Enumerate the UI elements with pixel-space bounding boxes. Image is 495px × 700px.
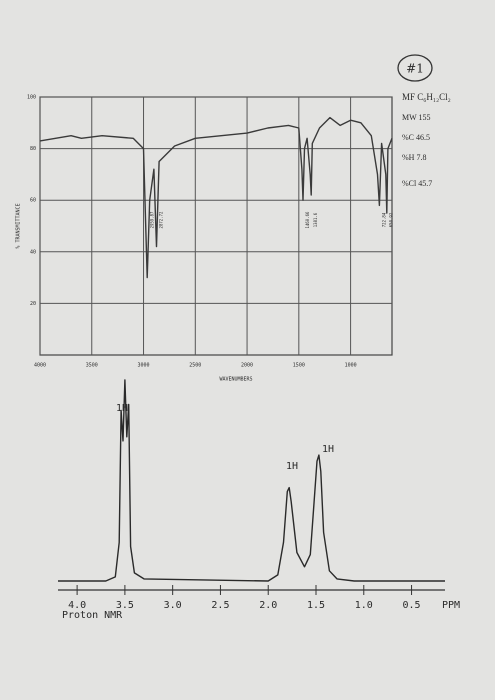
y-tick-label: 80: [30, 146, 36, 152]
pct-cl: %Cl 45.7: [402, 179, 432, 188]
x-axis-label: Proton NMR: [62, 610, 123, 621]
y-tick-label: 100: [27, 95, 36, 101]
integral-label: 1H: [116, 403, 128, 414]
x-tick-label: 2000: [241, 363, 253, 369]
x-tick-label: 1.5: [307, 600, 325, 611]
peak-label: 1460.66: [305, 211, 310, 228]
unit-label: PPM: [442, 600, 460, 611]
peak-label: 722.84: [381, 212, 386, 227]
x-tick-label: 2.5: [211, 600, 229, 611]
x-tick-label: 3.0: [164, 600, 182, 611]
peak-label: 1381.6: [313, 212, 318, 227]
x-tick-label: 1.0: [355, 600, 373, 611]
pct-h: %H 7.8: [402, 153, 426, 162]
x-tick-label: 4000: [34, 363, 46, 369]
x-tick-label: 3.5: [116, 600, 134, 611]
x-tick-label: 2500: [189, 363, 201, 369]
y-axis-label: % TRANSMITTANCE: [16, 203, 22, 248]
x-tick-label: 0.5: [403, 600, 421, 611]
peak-label: 2872.72: [159, 211, 164, 228]
y-tick-label: 40: [30, 249, 36, 255]
peak-label: 2959.87: [150, 211, 155, 228]
x-tick-label: 3500: [86, 363, 98, 369]
y-tick-label: 20: [30, 301, 36, 307]
x-tick-label: 4.0: [68, 600, 86, 611]
x-axis-label: WAVENUMBERS: [219, 377, 252, 383]
x-tick-label: 1500: [293, 363, 305, 369]
pct-c: %C 46.5: [402, 133, 430, 142]
peak-label: 650.92: [389, 212, 394, 227]
y-tick-label: 60: [30, 198, 36, 204]
circle-mark: [397, 54, 433, 82]
formula: MF C₆H₁₂Cl₂: [402, 92, 451, 102]
integral-label: 1H: [322, 444, 334, 455]
integral-label: 1H: [286, 461, 298, 472]
x-tick-label: 2.0: [259, 600, 277, 611]
mw: MW 155: [402, 113, 431, 122]
spectrum-line: [39, 116, 393, 279]
spectrum-line: [58, 379, 445, 582]
x-tick-label: 1000: [345, 363, 357, 369]
x-tick-label: 3000: [138, 363, 150, 369]
sheet-label: #1: [406, 62, 424, 76]
